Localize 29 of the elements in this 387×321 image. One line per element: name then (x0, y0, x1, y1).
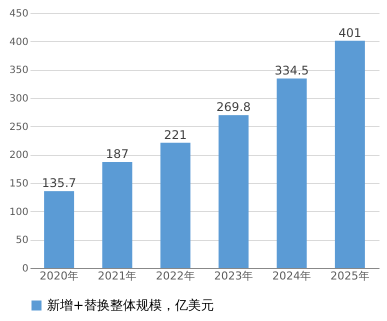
y-tick-label: 450 (9, 8, 28, 20)
y-tick-label: 0 (22, 264, 28, 274)
data-label: 334.5 (274, 63, 309, 78)
bar (102, 162, 132, 268)
data-label: 135.7 (42, 176, 76, 190)
x-tick-label: 2020年 (40, 270, 79, 282)
bar (276, 78, 307, 268)
x-tick-label: 2021年 (98, 270, 137, 282)
y-tick-label: 350 (9, 65, 28, 76)
data-label: 221 (164, 128, 187, 142)
y-tick-label: 50 (16, 235, 28, 246)
y-tick-label: 150 (9, 178, 28, 190)
y-tick-label: 400 (9, 36, 28, 48)
bar (160, 142, 190, 268)
x-tick-label: 2025年 (330, 270, 370, 282)
y-tick-label: 200 (9, 150, 28, 162)
x-tick-label: 2022年 (156, 270, 195, 282)
bar (334, 40, 365, 268)
bar (218, 115, 249, 268)
x-tick-label: 2023年 (214, 270, 254, 282)
data-label: 187 (106, 147, 129, 162)
data-label: 269.8 (216, 100, 251, 114)
legend-label: 新增+替换整体规模，亿美元 (47, 298, 214, 314)
bar (44, 191, 74, 268)
y-tick-label: 300 (9, 94, 28, 104)
data-label: 401 (338, 26, 362, 40)
y-tick-label: 100 (9, 206, 28, 218)
x-tick-label: 2024年 (272, 270, 312, 282)
y-tick-label: 250 (9, 122, 28, 133)
